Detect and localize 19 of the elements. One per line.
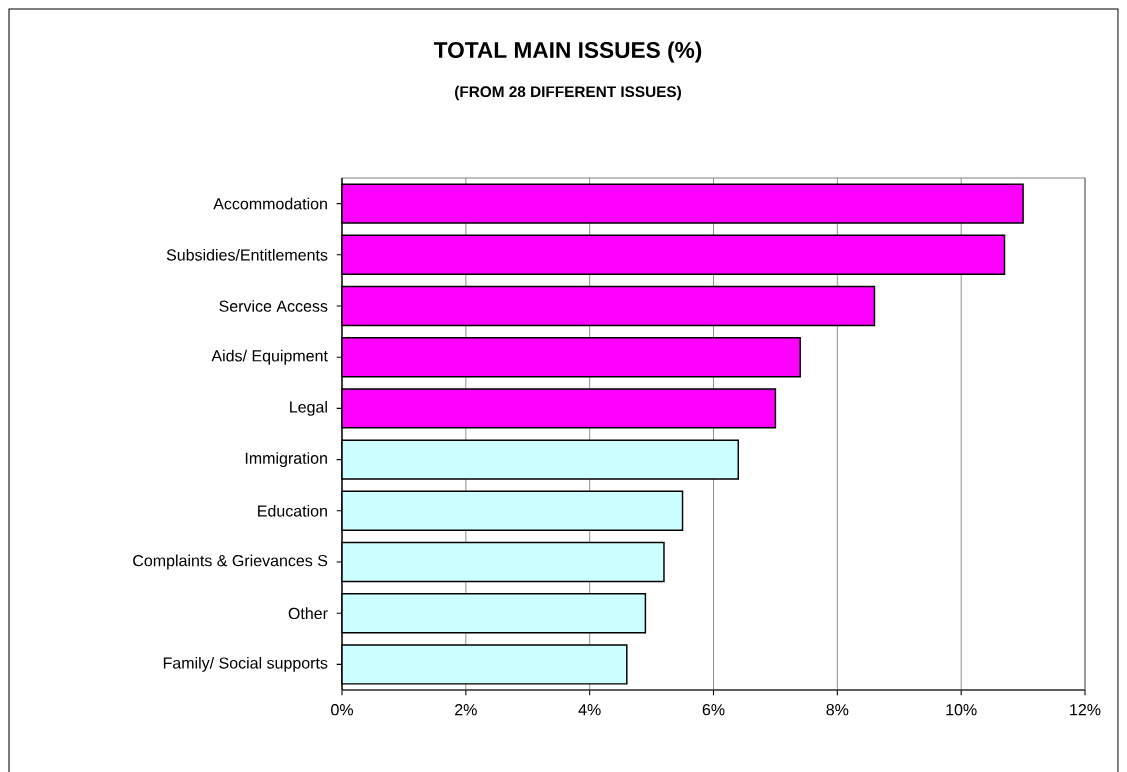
y-tick-label: Service Access (219, 300, 328, 312)
x-tick-label: 6% (702, 704, 725, 716)
y-tick-label: Aids/ Equipment (211, 349, 328, 365)
y-tick-label: Family/ Social supports (163, 656, 328, 672)
y-tick-label: Accommodation (213, 197, 327, 210)
x-tick-label: 10% (946, 704, 977, 716)
x-tick-label: 0% (331, 704, 353, 716)
y-tick-label: Immigration (245, 452, 327, 468)
x-tick-label: 12% (1070, 704, 1101, 716)
y-tick-label: Education (258, 504, 327, 517)
x-tick-label: 8% (826, 704, 849, 716)
x-tick-label: 2% (455, 704, 477, 716)
chart-title: TOTAL MAIN ISSUES (%) (433, 41, 702, 63)
y-tick-label: Legal (290, 400, 327, 416)
y-tick-label: Other (288, 607, 328, 620)
x-tick-label: 4% (578, 704, 601, 716)
y-tick-label: Complaints & Grievances S (133, 554, 328, 570)
y-tick-label: Subsidies/Entitlements (166, 248, 328, 261)
chart-subtitle: (FROM 28 DIFFERENT ISSUES) (455, 85, 681, 101)
